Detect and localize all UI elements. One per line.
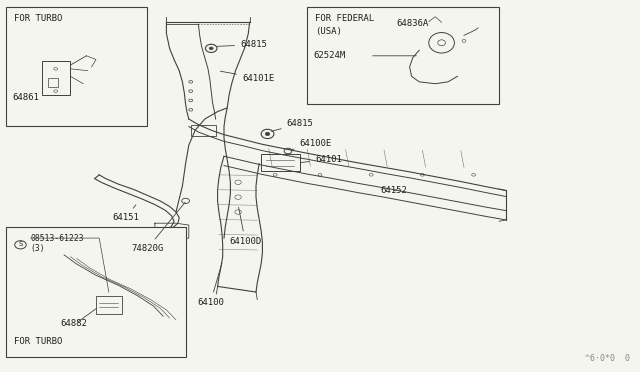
Text: FOR TURBO: FOR TURBO <box>14 337 63 346</box>
Text: 64836A: 64836A <box>397 19 429 28</box>
Text: FOR TURBO: FOR TURBO <box>14 14 63 23</box>
Ellipse shape <box>209 47 213 50</box>
Bar <box>307 7 499 104</box>
Text: 64100D: 64100D <box>229 207 261 246</box>
Ellipse shape <box>265 132 270 136</box>
Bar <box>6 7 147 126</box>
Text: 64815: 64815 <box>271 119 314 131</box>
Bar <box>191 125 216 136</box>
Text: 64101: 64101 <box>300 155 342 164</box>
Bar <box>6 227 186 357</box>
Text: 64100: 64100 <box>197 263 224 307</box>
Bar <box>96 296 122 314</box>
Text: 08513-61223
(3): 08513-61223 (3) <box>31 234 84 253</box>
Bar <box>48 78 58 87</box>
Text: 64152: 64152 <box>381 186 408 195</box>
Text: 74820G: 74820G <box>131 202 185 253</box>
Text: 64882: 64882 <box>61 318 88 327</box>
Text: 64151: 64151 <box>112 205 139 222</box>
Bar <box>261 154 300 171</box>
Text: 64861: 64861 <box>13 93 40 102</box>
Text: 62524M: 62524M <box>314 51 346 60</box>
Text: FOR FEDERAL: FOR FEDERAL <box>315 14 374 23</box>
Text: 64815: 64815 <box>217 40 267 49</box>
Text: 64101E: 64101E <box>220 71 274 83</box>
Text: S: S <box>19 241 22 247</box>
Text: (USA): (USA) <box>315 27 342 36</box>
Text: 64100E: 64100E <box>291 139 332 150</box>
Bar <box>42 61 70 95</box>
Text: ^6·0*0  0: ^6·0*0 0 <box>586 354 630 363</box>
